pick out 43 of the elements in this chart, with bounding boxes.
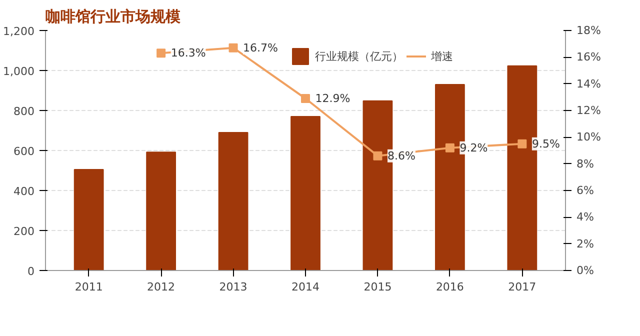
y2-tick-label: 0% [576,264,594,277]
y2-tick-label: 10% [576,130,601,144]
data-label: 12.9% [315,92,350,105]
point [228,43,238,52]
legend-label: 增速 [431,48,453,64]
x-tick-label: 2011 [74,280,103,294]
data-label: 9.5% [532,137,560,150]
chart-title: 咖啡馆行业市场规模 [46,8,182,26]
point [156,48,166,58]
data-label: 16.7% [243,41,278,54]
y-tick-label: 1,200 [3,25,35,38]
x-tick-label: 2013 [219,280,248,294]
data-label: 16.3% [170,46,206,60]
y2-tick-label: 18% [576,24,601,37]
y-tick-label: 400 [14,185,35,198]
point [301,94,310,103]
y-tick-label: 0 [28,265,34,278]
y2-tick-label: 4% [576,210,594,224]
bar [218,132,248,270]
y2-tick-label: 14% [576,77,601,90]
y-tick-label: 200 [14,225,35,238]
y2-tick-label: 2% [576,237,594,250]
bar [290,116,320,270]
point [445,143,454,152]
data-label: 9.2% [460,141,488,154]
bar [146,152,176,270]
x-tick-label: 2014 [292,280,320,294]
y-tick-label: 1,000 [3,65,35,78]
point [373,151,382,160]
legend-label: 行业规模（亿元） [315,48,403,64]
y2-tick-label: 6% [576,184,594,197]
x-tick-label: 2017 [508,280,536,294]
y2-tick-label: 8% [576,157,594,170]
x-tick-label: 2012 [147,280,176,294]
y-tick-label: 600 [14,145,35,158]
data-label: 8.6% [388,149,416,162]
point [518,139,527,148]
bar [74,169,104,270]
y2-tick-label: 16% [576,50,601,64]
y2-tick-label: 12% [576,104,601,117]
x-tick-label: 2015 [364,280,392,294]
y-tick-label: 800 [14,105,35,118]
x-tick-label: 2016 [436,280,464,294]
